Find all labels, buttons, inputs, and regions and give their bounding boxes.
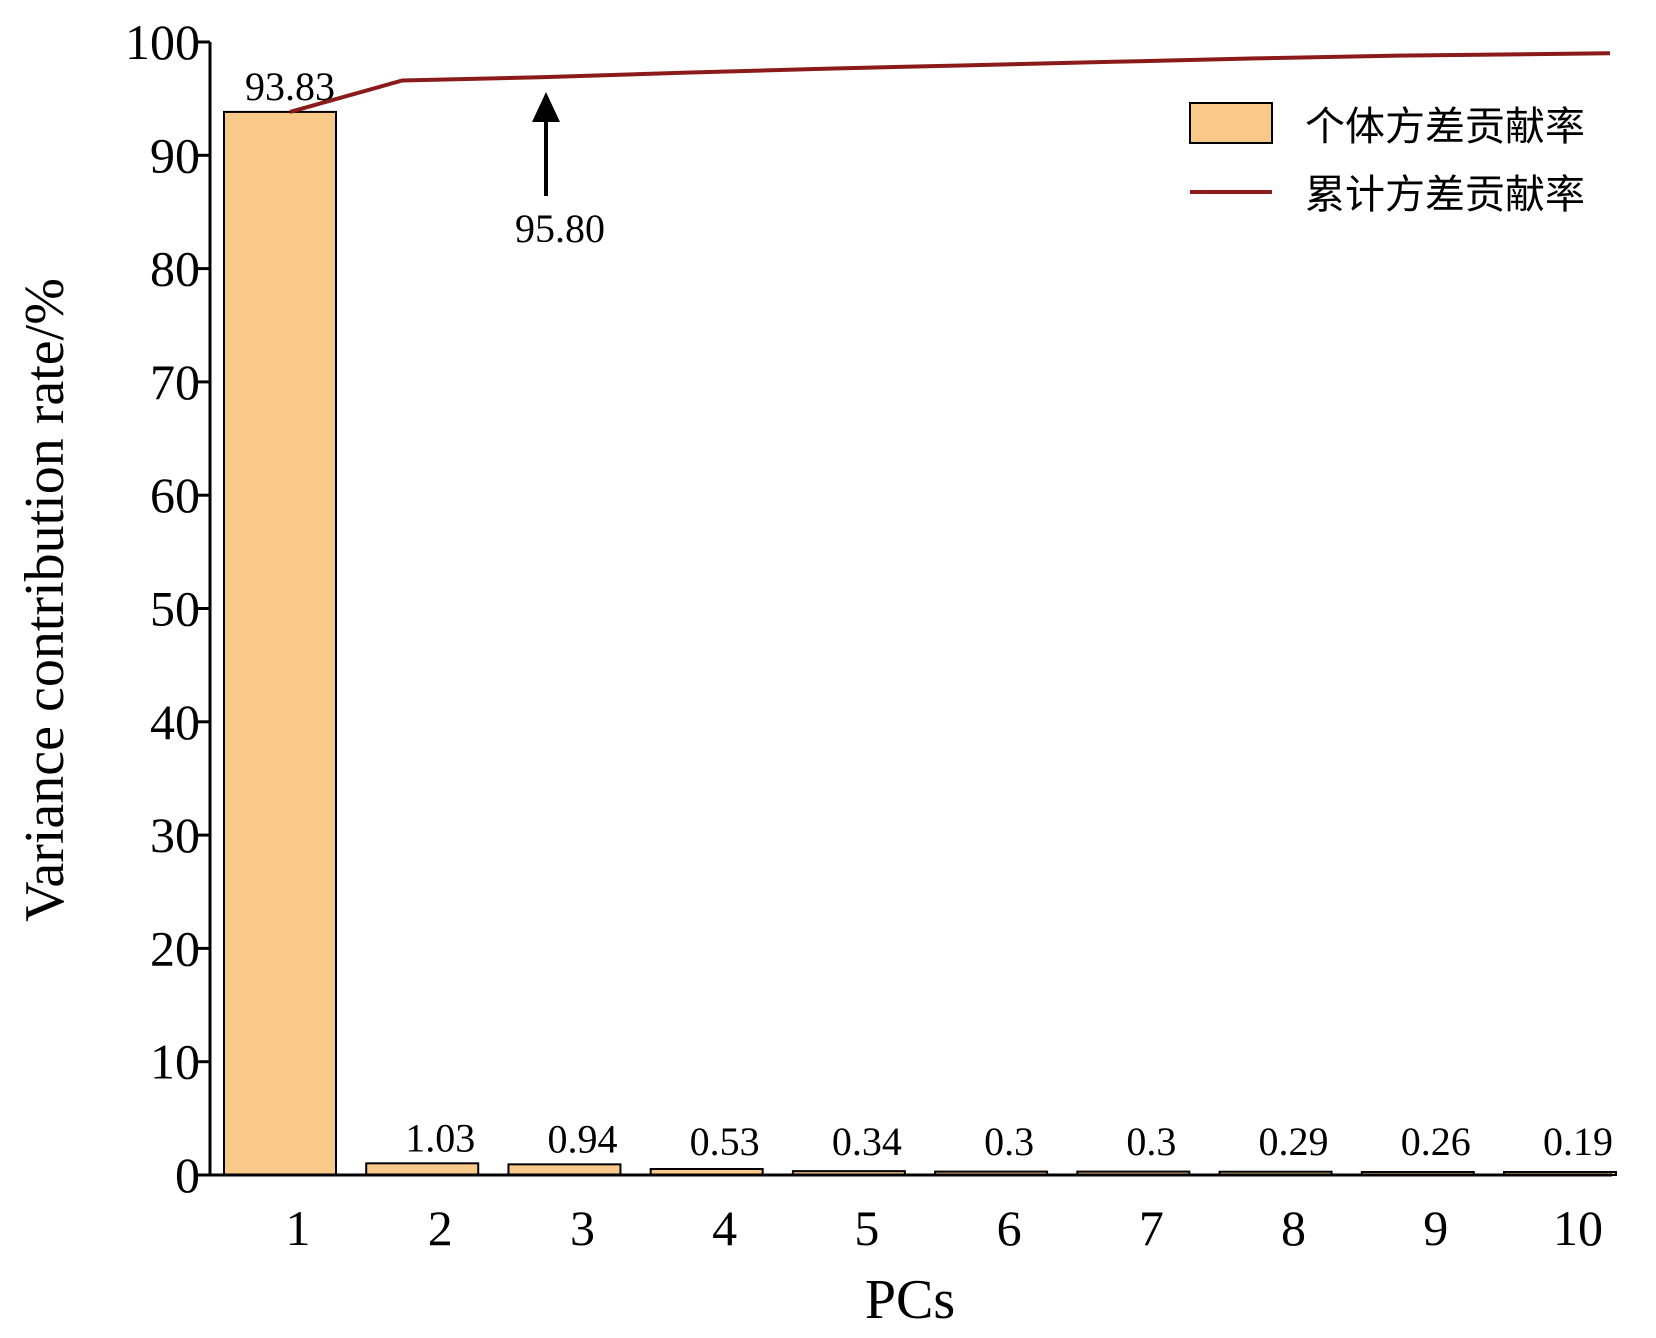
cumulative-line <box>289 51 1611 114</box>
x-tick-label: 4 <box>712 1200 737 1256</box>
legend-label-bar: 个体方差贡献率 <box>1305 104 1585 150</box>
annotation-layer: 95.80 <box>515 92 605 251</box>
bar <box>223 110 337 1176</box>
x-tick-label: 8 <box>1281 1200 1306 1256</box>
y-tick-label: 90 <box>150 127 200 183</box>
y-axis-title: Variance contribution rate/% <box>14 278 76 922</box>
x-axis-title: PCs <box>865 1269 955 1331</box>
y-tick-label: 30 <box>150 807 200 863</box>
y-ticks-layer: 0 10 20 30 40 50 60 70 80 90 100 <box>125 14 210 1203</box>
x-tick-label: 9 <box>1423 1200 1448 1256</box>
annotation-label: 95.80 <box>515 206 605 251</box>
y-tick-label: 100 <box>125 14 200 70</box>
bar-value-label: 0.3 <box>984 1119 1034 1164</box>
x-tick-label: 2 <box>428 1200 453 1256</box>
bar-value-label: 0.29 <box>1259 1119 1329 1164</box>
bar-value-label: 0.34 <box>832 1119 902 1164</box>
y-tick-label: 20 <box>150 920 200 976</box>
x-tick-label: 3 <box>570 1200 595 1256</box>
bar-value-label: 0.94 <box>547 1116 617 1161</box>
y-tick-label: 40 <box>150 694 200 750</box>
y-tick-label: 60 <box>150 467 200 523</box>
bar-value-label: 0.3 <box>1126 1119 1176 1164</box>
bars-layer <box>223 110 1617 1177</box>
cumulative-line-layer <box>289 51 1611 114</box>
bar-value-label: 0.26 <box>1401 1119 1471 1164</box>
legend-label-line: 累计方差贡献率 <box>1305 172 1585 218</box>
bar-value-label: 93.83 <box>245 64 335 109</box>
bar-labels-layer: 93.83 1.03 0.94 0.53 0.34 0.3 0.3 0.29 0.26 0.19 <box>245 64 1613 1164</box>
annotation-arrow-head <box>532 92 560 122</box>
y-tick-label: 70 <box>150 354 200 410</box>
x-ticks-layer: 1 2 3 4 5 6 7 8 9 10 <box>286 1200 1604 1256</box>
legend: 个体方差贡献率 累计方差贡献率 <box>1189 102 1585 218</box>
y-tick-label: 50 <box>150 581 200 637</box>
legend-swatch-bar <box>1189 102 1273 144</box>
y-tick-label: 0 <box>175 1147 200 1203</box>
x-tick-label: 6 <box>997 1200 1022 1256</box>
x-tick-label: 7 <box>1139 1200 1164 1256</box>
bar-value-label: 0.53 <box>690 1119 760 1164</box>
bar <box>507 1163 622 1177</box>
bar <box>365 1162 480 1176</box>
bar-value-label: 0.19 <box>1543 1119 1613 1164</box>
y-tick-label: 80 <box>150 241 200 297</box>
bar-value-label: 1.03 <box>405 1115 475 1160</box>
x-tick-label: 5 <box>854 1200 879 1256</box>
x-tick-label: 10 <box>1553 1200 1603 1256</box>
x-tick-label: 1 <box>286 1200 311 1256</box>
y-tick-label: 10 <box>150 1034 200 1090</box>
